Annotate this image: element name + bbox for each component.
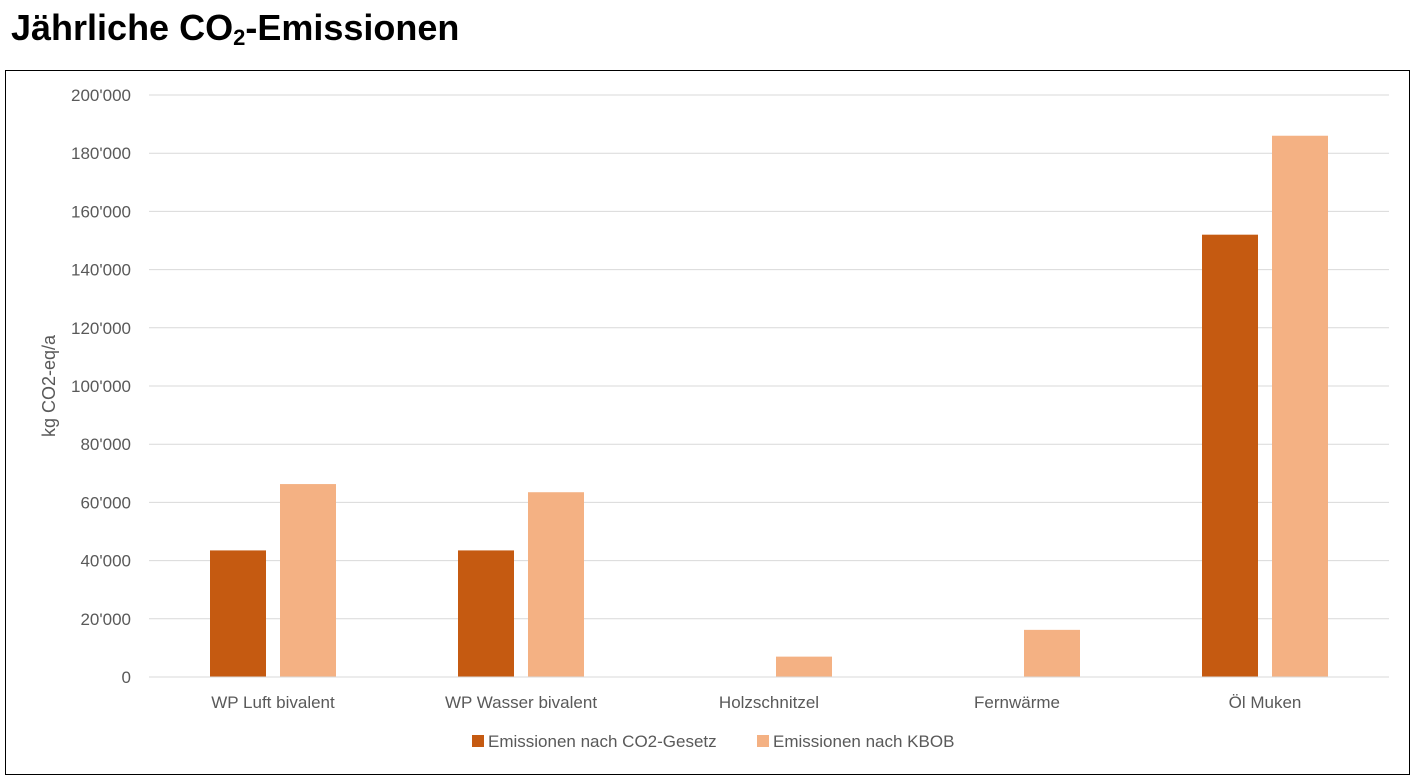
page-title-subscript: 2 <box>233 25 246 50</box>
x-category-label: Holzschnitzel <box>719 693 819 712</box>
bar-kbob <box>776 656 832 677</box>
bar-kbob <box>1024 629 1080 677</box>
y-tick-label: 40'000 <box>80 552 131 571</box>
x-axis-category-labels: WP Luft bivalent WP Wasser bivalent Holzsc… <box>211 693 1301 712</box>
page-title-main: Jährliche CO <box>11 7 234 48</box>
page-title: Jährliche CO2-Emissionen <box>11 4 459 52</box>
y-tick-label: 140'000 <box>71 261 131 280</box>
bar-kbob <box>280 484 336 677</box>
page-title-rest: -Emissionen <box>245 7 460 48</box>
bar-kbob <box>1272 135 1328 677</box>
chart-frame: 0 20'000 40'000 60'000 80'000 100'000 120'000 1… <box>5 70 1410 775</box>
bar-chart: 0 20'000 40'000 60'000 80'000 100'000 120'000 1… <box>39 86 1389 751</box>
legend-label: Emissionen nach KBOB <box>773 732 954 751</box>
y-tick-label: 20'000 <box>80 610 131 629</box>
legend-swatch <box>472 735 484 747</box>
y-tick-label: 80'000 <box>80 435 131 454</box>
y-axis-label: kg CO2-eq/a <box>39 334 59 437</box>
y-tick-label: 180'000 <box>71 144 131 163</box>
legend-swatch <box>757 735 769 747</box>
bar-kbob <box>528 492 584 677</box>
y-tick-label: 160'000 <box>71 202 131 221</box>
x-category-label: WP Luft bivalent <box>211 693 335 712</box>
y-tick-label: 200'000 <box>71 86 131 105</box>
legend: Emissionen nach CO2-Gesetz Emissionen nac… <box>472 732 954 751</box>
x-category-label: Fernwärme <box>974 693 1060 712</box>
y-tick-label: 120'000 <box>71 319 131 338</box>
y-tick-label: 100'000 <box>71 377 131 396</box>
y-tick-label: 0 <box>122 668 131 687</box>
x-category-label: Öl Muken <box>1229 693 1302 712</box>
y-tick-label: 60'000 <box>80 493 131 512</box>
bar-co2-gesetz <box>210 550 266 677</box>
gridlines <box>149 94 1389 620</box>
bars <box>210 135 1328 677</box>
bar-co2-gesetz <box>458 550 514 677</box>
y-axis-tick-labels: 0 20'000 40'000 60'000 80'000 100'000 120'000 1… <box>71 86 131 687</box>
x-category-label: WP Wasser bivalent <box>445 693 597 712</box>
legend-label: Emissionen nach CO2-Gesetz <box>488 732 717 751</box>
bar-co2-gesetz <box>1202 234 1258 677</box>
